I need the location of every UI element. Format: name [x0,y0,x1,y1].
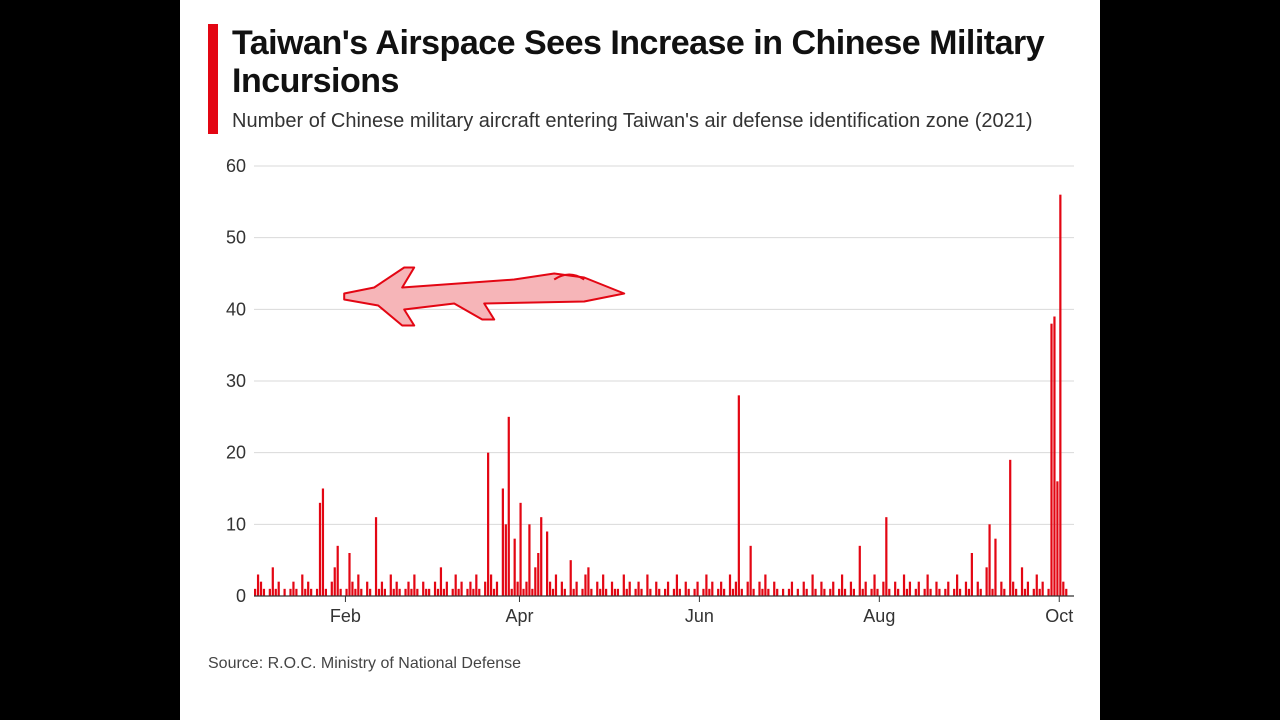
svg-text:30: 30 [226,371,246,391]
svg-text:60: 60 [226,156,246,176]
svg-text:50: 50 [226,228,246,248]
svg-text:Apr: Apr [505,606,533,626]
svg-text:Oct: Oct [1045,606,1073,626]
svg-text:10: 10 [226,514,246,534]
chart-area: 0 10 20 30 40 50 60 Feb Apr Jun Aug Oct [208,156,1072,641]
svg-text:Aug: Aug [863,606,895,626]
svg-text:20: 20 [226,443,246,463]
chart-subtitle: Number of Chinese military aircraft ente… [232,108,1072,134]
header: Taiwan's Airspace Sees Increase in Chine… [208,24,1072,134]
chart-title: Taiwan's Airspace Sees Increase in Chine… [232,24,1072,100]
header-text: Taiwan's Airspace Sees Increase in Chine… [232,24,1072,134]
accent-bar [208,24,218,134]
source-attribution: Source: R.O.C. Ministry of National Defe… [208,655,1072,673]
chart-card: Taiwan's Airspace Sees Increase in Chine… [180,0,1100,720]
svg-text:0: 0 [236,586,246,606]
svg-text:Jun: Jun [685,606,714,626]
airplane-icon [344,268,624,326]
svg-text:40: 40 [226,299,246,319]
bar-chart: 0 10 20 30 40 50 60 Feb Apr Jun Aug Oct [208,156,1084,636]
svg-text:Feb: Feb [330,606,361,626]
